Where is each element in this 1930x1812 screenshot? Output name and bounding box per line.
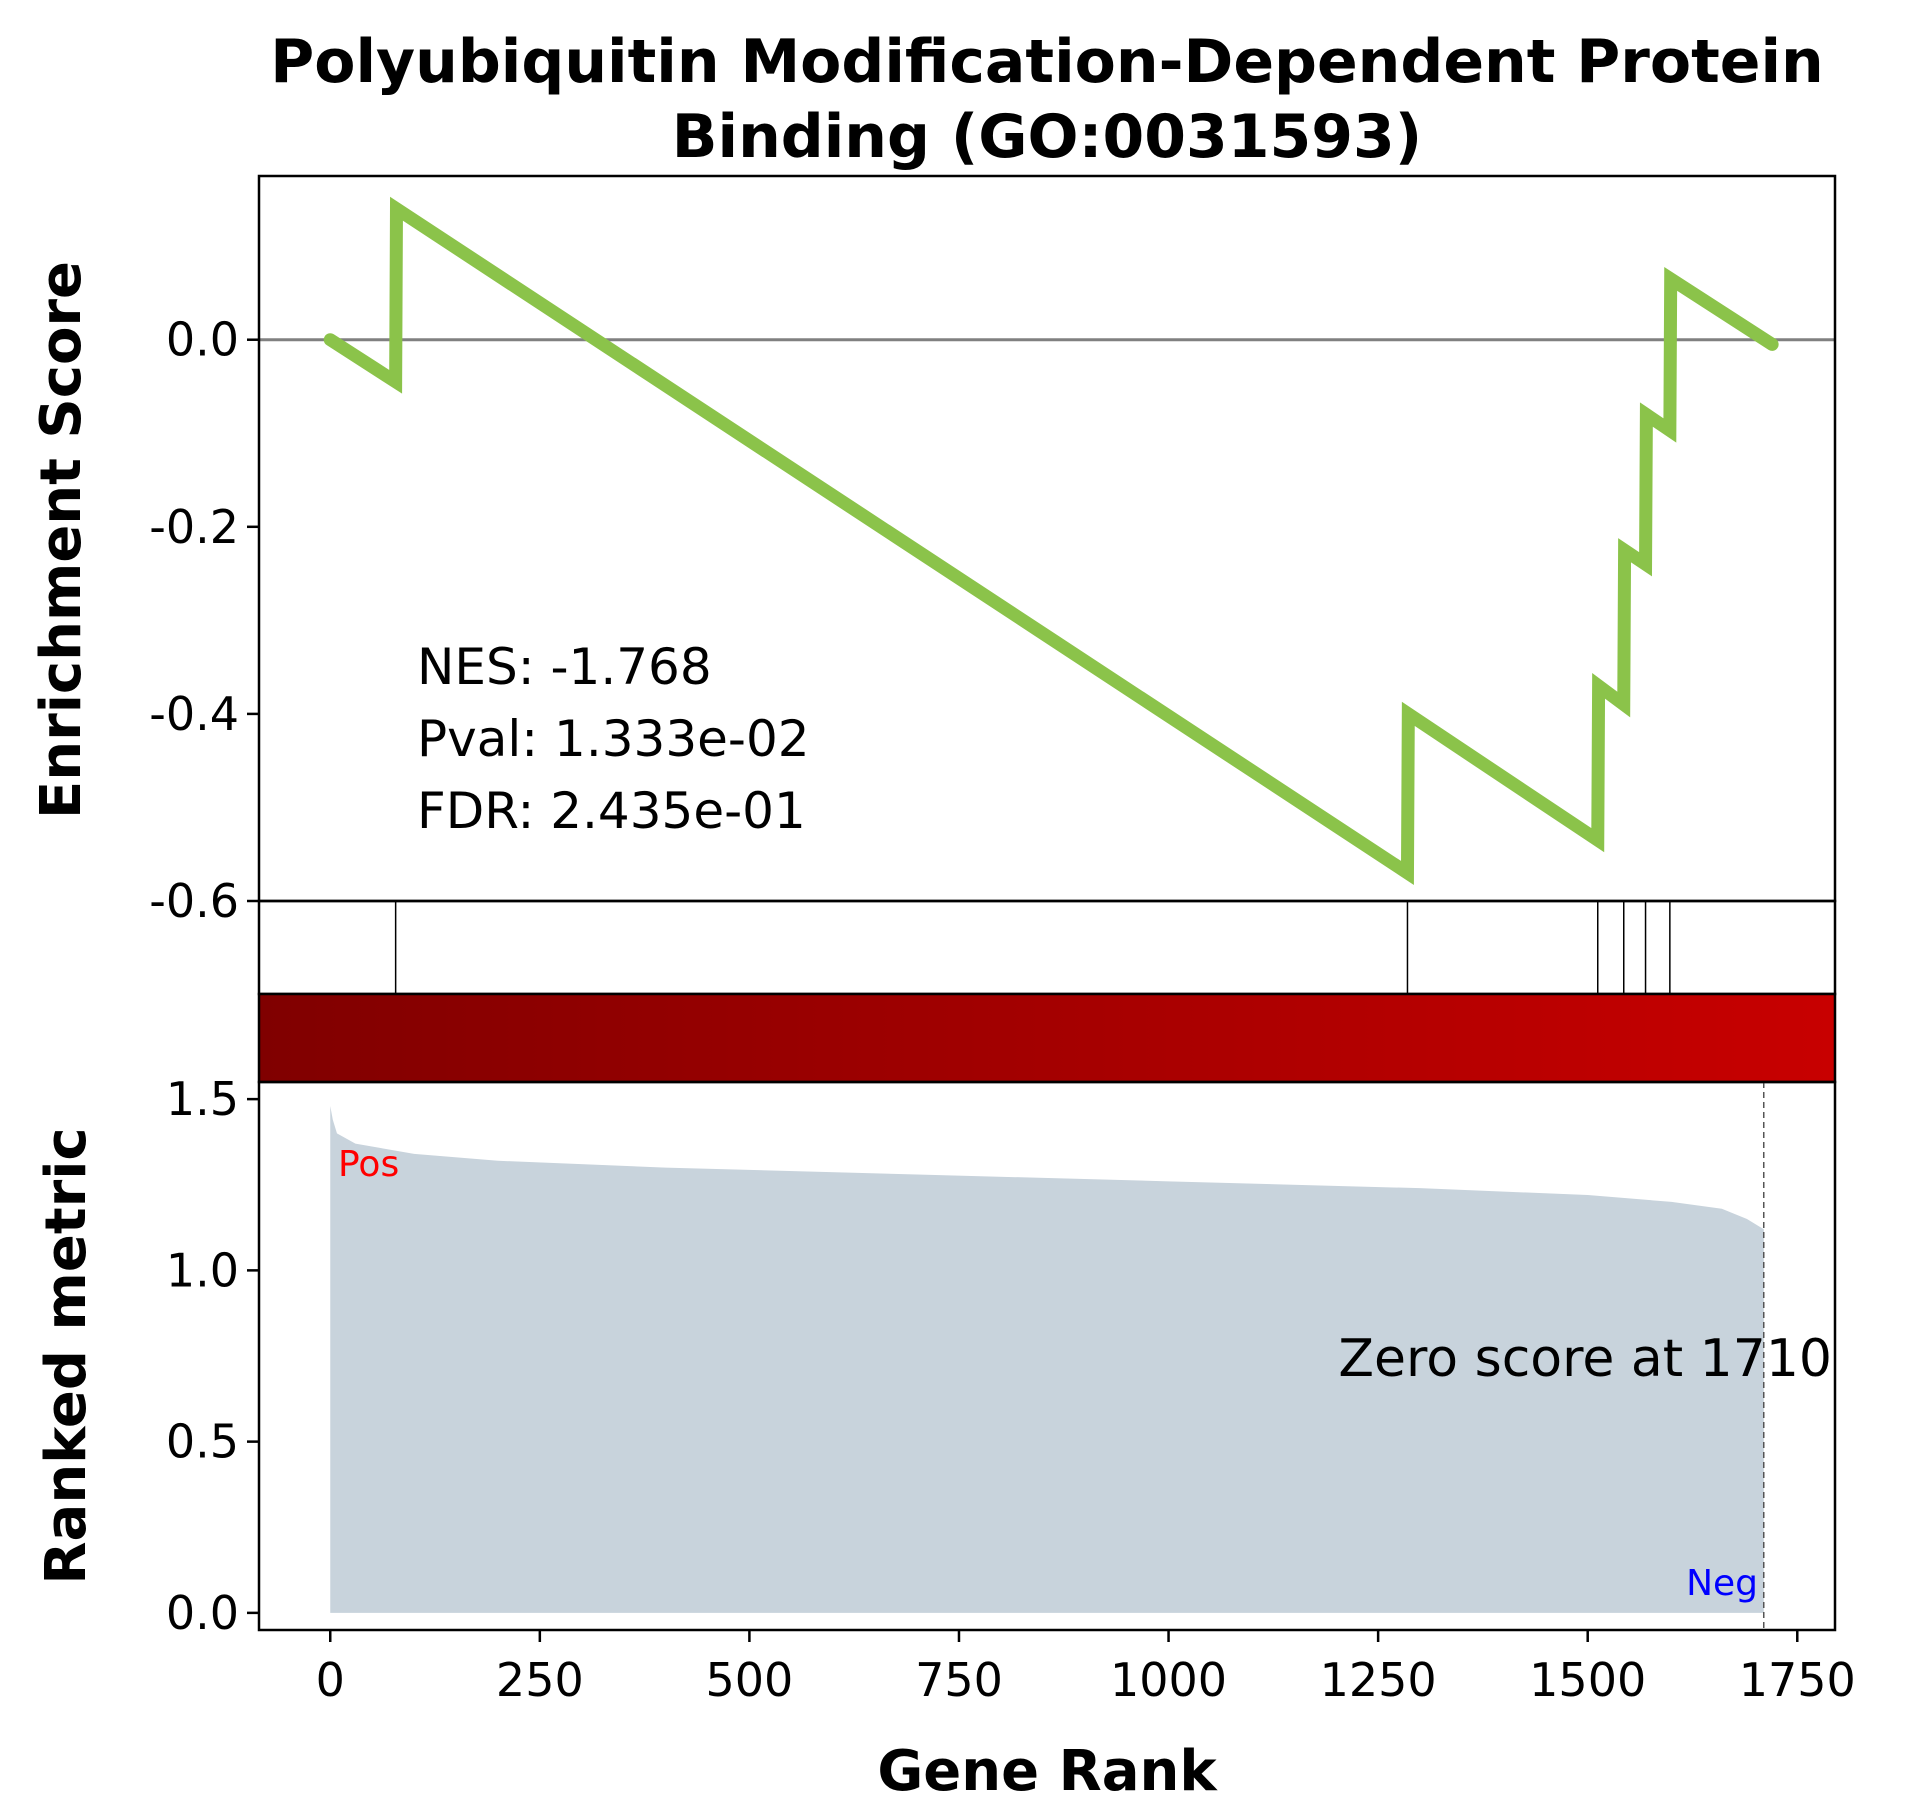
rm-y-tick-label: 0.0 (166, 1586, 239, 1640)
stats-fdr: FDR: 2.435e-01 (417, 782, 806, 840)
es-y-tick-label: -0.4 (149, 687, 239, 741)
ranked-metric-area (330, 1105, 1764, 1613)
hit-lines (394, 901, 1671, 994)
x-tick-label: 1000 (1110, 1653, 1227, 1707)
es-y-axis-label: Enrichment Score (29, 261, 94, 819)
es-y-ticks: 0.0 -0.2 -0.4 -0.6 (149, 313, 259, 928)
chart-title-line-1: Polyubiquitin Modification-Dependent Pro… (270, 27, 1823, 97)
rm-y-tick-label: 1.0 (166, 1243, 239, 1297)
chart-title-line-2: Binding (GO:0031593) (672, 102, 1422, 172)
x-tick-label: 1750 (1739, 1653, 1856, 1707)
zero-score-label: Zero score at 1710 (1338, 1329, 1832, 1389)
x-tick-label: 1500 (1529, 1653, 1646, 1707)
x-ticks: 0 250 500 750 1000 1250 1500 1750 (316, 1630, 1856, 1707)
neg-label: Neg (1686, 1563, 1758, 1604)
es-y-tick-label: -0.2 (149, 500, 239, 554)
enrichment-panel: 0.0 -0.2 -0.4 -0.6 NES: -1.768 Pval: 1.333e… (29, 174, 1837, 928)
stats-pval: Pval: 1.333e-02 (417, 710, 810, 768)
hits-panel (257, 899, 1837, 996)
rm-y-axis-label: Ranked metric (34, 1127, 99, 1584)
x-tick-label: 500 (705, 1653, 793, 1707)
rm-y-tick-label: 0.5 (166, 1415, 239, 1469)
x-tick-label: 250 (496, 1653, 584, 1707)
x-tick-label: 0 (316, 1653, 345, 1707)
rm-frame (257, 1080, 1837, 1632)
pos-label: Pos (338, 1144, 399, 1185)
rm-y-ticks: 0.0 0.5 1.0 1.5 (166, 1072, 259, 1640)
es-y-tick-label: -0.6 (149, 874, 239, 928)
es-curve (323, 196, 1779, 885)
rm-y-tick-label: 1.5 (166, 1072, 239, 1126)
stats-nes: NES: -1.768 (417, 638, 712, 696)
hits-frame (257, 899, 1837, 996)
x-tick-label: 750 (915, 1653, 1003, 1707)
x-axis-label: Gene Rank (877, 1739, 1218, 1804)
rank-color-bar (257, 992, 1837, 1084)
x-tick-label: 1250 (1320, 1653, 1437, 1707)
es-y-tick-label: 0.0 (166, 313, 239, 367)
ranked-metric-panel: Zero score at 1710 Pos Neg 0.00.51.01.5 … (34, 1072, 1856, 1804)
